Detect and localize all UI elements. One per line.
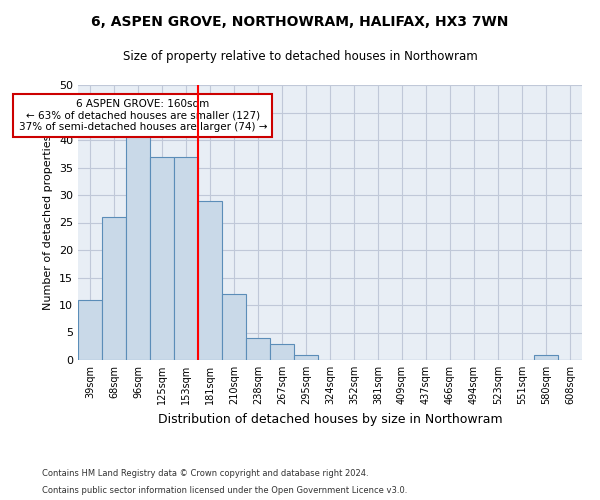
Text: 6, ASPEN GROVE, NORTHOWRAM, HALIFAX, HX3 7WN: 6, ASPEN GROVE, NORTHOWRAM, HALIFAX, HX3… bbox=[91, 15, 509, 29]
Bar bbox=[198, 200, 222, 360]
Bar bbox=[294, 354, 318, 360]
Bar bbox=[126, 134, 150, 360]
Bar bbox=[102, 217, 126, 360]
Bar bbox=[270, 344, 294, 360]
Text: 6 ASPEN GROVE: 160sqm
← 63% of detached houses are smaller (127)
37% of semi-det: 6 ASPEN GROVE: 160sqm ← 63% of detached … bbox=[19, 99, 267, 132]
Bar bbox=[78, 300, 102, 360]
Bar bbox=[174, 156, 198, 360]
Bar bbox=[222, 294, 246, 360]
Text: Contains HM Land Registry data © Crown copyright and database right 2024.: Contains HM Land Registry data © Crown c… bbox=[42, 468, 368, 477]
Text: Contains public sector information licensed under the Open Government Licence v3: Contains public sector information licen… bbox=[42, 486, 407, 495]
Bar bbox=[246, 338, 270, 360]
Y-axis label: Number of detached properties: Number of detached properties bbox=[43, 135, 53, 310]
X-axis label: Distribution of detached houses by size in Northowram: Distribution of detached houses by size … bbox=[158, 412, 502, 426]
Text: Size of property relative to detached houses in Northowram: Size of property relative to detached ho… bbox=[122, 50, 478, 63]
Bar bbox=[534, 354, 558, 360]
Bar bbox=[150, 156, 174, 360]
